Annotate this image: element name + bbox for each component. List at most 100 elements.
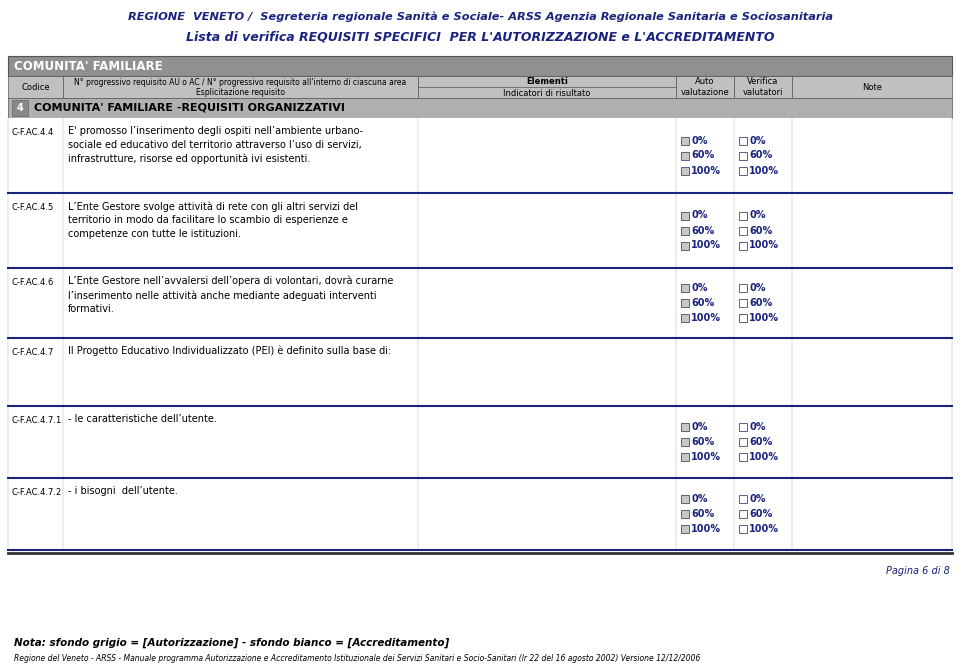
Text: 60%: 60% <box>691 437 714 447</box>
Text: Auto
valutazione: Auto valutazione <box>681 77 730 96</box>
Bar <box>8 268 952 338</box>
Bar <box>681 137 689 145</box>
Text: N° progressivo requisito AU o AC / N° progressivo requisito all'interno di ciasc: N° progressivo requisito AU o AC / N° pr… <box>74 78 407 86</box>
Text: 60%: 60% <box>749 151 772 161</box>
Text: 4: 4 <box>16 103 23 113</box>
Bar <box>739 212 747 220</box>
Bar <box>739 137 747 145</box>
Text: C-F.AC.4.4: C-F.AC.4.4 <box>11 128 53 137</box>
Bar <box>739 453 747 461</box>
Text: 0%: 0% <box>749 494 765 504</box>
Text: 0%: 0% <box>749 283 765 293</box>
Text: C-F.AC.4.6: C-F.AC.4.6 <box>11 278 54 287</box>
Bar <box>739 167 747 174</box>
Bar <box>739 284 747 292</box>
Text: Esplicitazione requisito: Esplicitazione requisito <box>196 88 285 97</box>
Text: 100%: 100% <box>749 241 779 251</box>
Bar <box>739 438 747 446</box>
Text: Note: Note <box>862 82 882 92</box>
Text: COMUNITA' FAMILIARE: COMUNITA' FAMILIARE <box>14 60 162 72</box>
Bar <box>12 100 28 116</box>
Bar <box>681 284 689 292</box>
Bar <box>681 241 689 249</box>
Bar <box>739 226 747 234</box>
Bar <box>681 510 689 518</box>
Bar <box>8 338 952 406</box>
Text: 100%: 100% <box>691 452 721 462</box>
Text: Elementi: Elementi <box>526 77 568 86</box>
Text: 0%: 0% <box>749 135 765 145</box>
Bar <box>739 510 747 518</box>
Text: 60%: 60% <box>749 226 772 235</box>
Bar <box>681 438 689 446</box>
Bar <box>681 314 689 322</box>
Bar <box>681 423 689 431</box>
Text: 100%: 100% <box>691 524 721 534</box>
Bar <box>792 76 952 98</box>
Bar <box>681 167 689 174</box>
Text: C-F.AC.4.7.1: C-F.AC.4.7.1 <box>11 416 61 425</box>
Bar <box>681 495 689 503</box>
Bar <box>739 423 747 431</box>
Bar <box>8 406 952 478</box>
Bar <box>681 299 689 307</box>
Text: 100%: 100% <box>749 452 779 462</box>
Bar <box>418 76 676 98</box>
Text: 60%: 60% <box>691 151 714 161</box>
Bar <box>739 525 747 533</box>
Bar <box>8 56 952 76</box>
Text: 0%: 0% <box>691 210 708 220</box>
Text: Nota: sfondo grigio = [Autorizzazione] - sfondo bianco = [Accreditamento]: Nota: sfondo grigio = [Autorizzazione] -… <box>14 638 449 649</box>
Text: - i bisogni  dell’utente.: - i bisogni dell’utente. <box>68 486 178 496</box>
Text: Regione del Veneto - ARSS - Manuale programma Autorizzazione e Accreditamento Is: Regione del Veneto - ARSS - Manuale prog… <box>14 654 701 663</box>
Text: Il Progetto Educativo Individualizzato (PEI) è definito sulla base di:: Il Progetto Educativo Individualizzato (… <box>68 346 392 356</box>
Text: 100%: 100% <box>691 241 721 251</box>
Text: 60%: 60% <box>691 509 714 519</box>
Text: L’Ente Gestore nell’avvalersi dell’opera di volontari, dovrà curarne
l’inserimen: L’Ente Gestore nell’avvalersi dell’opera… <box>68 276 394 314</box>
Text: Pagina 6 di 8: Pagina 6 di 8 <box>886 566 950 576</box>
Text: COMUNITA' FAMILIARE -REQUISITI ORGANIZZATIVI: COMUNITA' FAMILIARE -REQUISITI ORGANIZZA… <box>34 103 345 113</box>
Text: 0%: 0% <box>691 283 708 293</box>
Bar <box>739 151 747 159</box>
Text: 0%: 0% <box>749 422 765 432</box>
Text: E' promosso l’inserimento degli ospiti nell’ambiente urbano-
sociale ed educativ: E' promosso l’inserimento degli ospiti n… <box>68 126 363 164</box>
Bar <box>734 76 792 98</box>
Text: C-F.AC.4.7: C-F.AC.4.7 <box>11 348 54 357</box>
Text: 60%: 60% <box>749 509 772 519</box>
Text: 60%: 60% <box>691 226 714 235</box>
Text: 100%: 100% <box>691 313 721 323</box>
Text: 0%: 0% <box>749 210 765 220</box>
Text: Codice: Codice <box>21 82 50 92</box>
Bar <box>681 226 689 234</box>
Text: 100%: 100% <box>691 165 721 176</box>
Bar <box>681 151 689 159</box>
Text: 100%: 100% <box>749 165 779 176</box>
Text: L’Ente Gestore svolge attività di rete con gli altri servizi del
territorio in m: L’Ente Gestore svolge attività di rete c… <box>68 201 358 239</box>
Bar <box>739 241 747 249</box>
Text: 0%: 0% <box>691 135 708 145</box>
Bar <box>8 118 952 193</box>
Bar <box>8 76 63 98</box>
Text: - le caratteristiche dell’utente.: - le caratteristiche dell’utente. <box>68 414 217 424</box>
Bar <box>739 314 747 322</box>
Bar <box>681 525 689 533</box>
Bar <box>676 76 734 98</box>
Text: Indicatori di risultato: Indicatori di risultato <box>503 88 590 98</box>
Bar <box>8 98 952 118</box>
Bar <box>739 299 747 307</box>
Text: 0%: 0% <box>691 422 708 432</box>
Bar <box>681 212 689 220</box>
Text: 60%: 60% <box>749 437 772 447</box>
Text: 0%: 0% <box>691 494 708 504</box>
Text: C-F.AC.4.5: C-F.AC.4.5 <box>11 203 53 212</box>
Bar <box>8 478 952 550</box>
Bar <box>63 76 418 98</box>
Text: C-F.AC.4.7.2: C-F.AC.4.7.2 <box>11 488 61 497</box>
Text: 60%: 60% <box>749 298 772 308</box>
Bar <box>681 453 689 461</box>
Text: Verifica
valutatori: Verifica valutatori <box>743 77 783 96</box>
Text: 100%: 100% <box>749 313 779 323</box>
Text: Lista di verifica REQUISITI SPECIFICI  PER L'AUTORIZZAZIONE e L'ACCREDITAMENTO: Lista di verifica REQUISITI SPECIFICI PE… <box>185 30 775 43</box>
Text: REGIONE  VENETO /  Segreteria regionale Sanità e Sociale- ARSS Agenzia Regionale: REGIONE VENETO / Segreteria regionale Sa… <box>128 12 832 23</box>
Text: 100%: 100% <box>749 524 779 534</box>
